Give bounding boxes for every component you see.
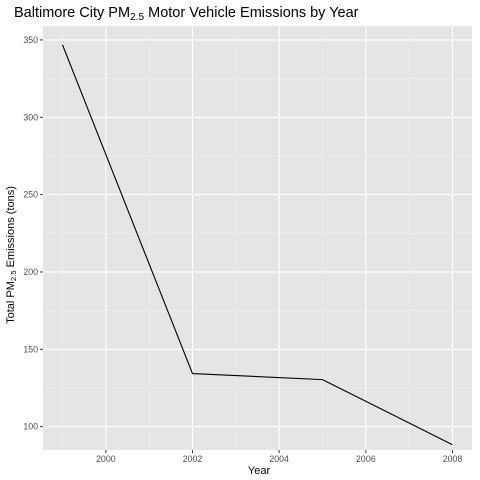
- y-axis-title-subscript: 2.5: [9, 270, 18, 281]
- y-axis-title: Total PM2.5 Emissions (tons): [5, 186, 18, 324]
- x-tick-label: 2000: [96, 454, 116, 464]
- chart-title-suffix: Motor Vehicle Emissions by Year: [144, 5, 359, 21]
- y-tick-label: 250: [23, 190, 38, 200]
- x-tick-label: 2004: [269, 454, 289, 464]
- x-axis-title: Year: [248, 465, 271, 477]
- chart-title-subscript: 2.5: [130, 12, 144, 23]
- y-tick-label: 300: [23, 112, 38, 122]
- y-tick-label: 150: [23, 344, 38, 354]
- y-tick-label: 100: [23, 422, 38, 432]
- emissions-series-line: [61, 44, 453, 446]
- x-tick-label: 2008: [443, 454, 463, 464]
- minor-gridlines: [43, 26, 472, 450]
- y-axis-ticks: 100 150 200 250 300 350: [23, 35, 43, 432]
- major-gridlines: [43, 26, 472, 450]
- x-tick-label: 2002: [183, 454, 203, 464]
- chart-title-prefix: Baltimore City PM: [14, 5, 130, 21]
- plot-panel: [43, 26, 472, 450]
- x-tick-label: 2006: [356, 454, 376, 464]
- y-axis-title-suffix: Emissions (tons): [5, 186, 17, 270]
- chart-title: Baltimore City PM2.5 Motor Vehicle Emiss…: [14, 5, 359, 23]
- x-axis-ticks: 2000 2002 2004 2006 2008: [96, 450, 462, 464]
- y-tick-label: 200: [23, 267, 38, 277]
- y-tick-label: 350: [23, 35, 38, 45]
- y-axis-title-prefix: Total PM: [5, 281, 17, 324]
